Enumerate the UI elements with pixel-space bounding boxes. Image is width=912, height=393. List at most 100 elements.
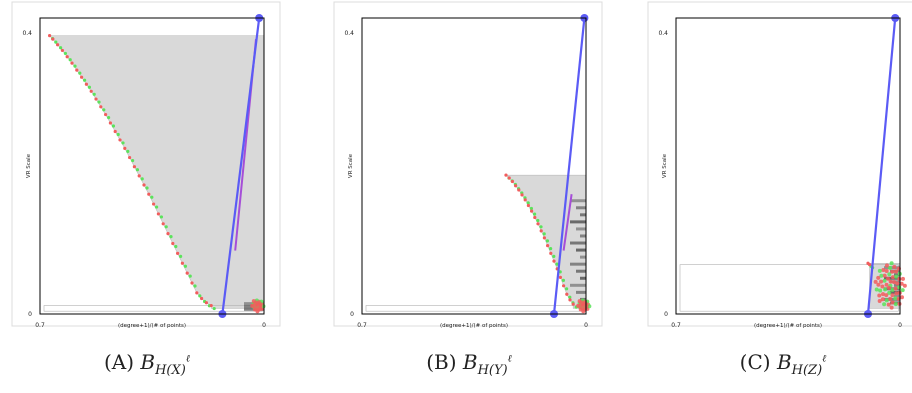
cluster-point-c xyxy=(880,284,885,289)
green-point-a xyxy=(198,294,202,298)
caption-b: (B) BH(Y)ℓ xyxy=(334,350,604,378)
red-point-a xyxy=(137,174,141,178)
dark-row-b xyxy=(580,255,586,259)
cluster-point-c xyxy=(884,263,889,268)
red-point-a xyxy=(51,37,55,41)
cluster-point-c xyxy=(883,287,888,292)
red-point-a xyxy=(195,291,199,295)
green-point-b xyxy=(555,262,559,266)
cluster-point-c xyxy=(887,290,892,295)
cluster-point-c xyxy=(879,273,884,278)
cluster-point-c xyxy=(879,279,884,284)
dark-row-b xyxy=(570,220,586,224)
dark-row-b xyxy=(576,248,586,252)
red-point-b xyxy=(536,222,540,226)
red-point-b xyxy=(558,275,562,279)
cluster-point-c xyxy=(877,268,882,273)
green-point-a xyxy=(169,235,173,239)
cluster-point-c xyxy=(884,298,889,303)
cluster-point-c xyxy=(881,292,886,297)
cluster-point-c xyxy=(884,282,889,287)
outer-frame-a xyxy=(11,1,281,327)
x-axis-label-a: (degree+1)/(# of points) xyxy=(118,323,186,329)
green-point-a xyxy=(126,149,130,153)
red-point-b xyxy=(520,193,524,197)
green-point-a xyxy=(111,124,115,128)
red-point-a xyxy=(84,82,88,86)
cluster-point-c xyxy=(887,272,892,277)
dark-row-b xyxy=(580,276,586,280)
green-point-b xyxy=(549,247,553,251)
green-point-a xyxy=(150,195,154,199)
red-point-a xyxy=(185,271,189,275)
cluster-point-c xyxy=(880,297,885,302)
cluster-point-c xyxy=(876,282,881,287)
cluster-point-c xyxy=(893,302,898,307)
red-point-b xyxy=(565,292,569,296)
cluster-point-c xyxy=(882,273,887,278)
chart-panel-c: 0.4 0 0.7 0 (degree+1)/(# of points) VR Scale… xyxy=(647,0,912,393)
green-point-a xyxy=(155,205,159,209)
dark-row-b xyxy=(570,262,586,266)
green-point-a xyxy=(54,40,58,44)
cluster-point-c xyxy=(886,285,891,290)
dark-row-b xyxy=(576,269,586,273)
green-point-a xyxy=(179,254,183,258)
y-axis-label-c: VR Scale xyxy=(662,153,668,178)
green-point-a xyxy=(68,58,72,62)
red-point-a xyxy=(80,75,84,79)
red-point-a xyxy=(180,261,184,265)
red-point-a xyxy=(75,68,79,72)
caption-a: (A) BH(X)ℓ xyxy=(12,350,282,378)
cluster-core-b xyxy=(578,300,589,311)
cluster-point-c xyxy=(900,288,905,293)
caption-c: (C) BH(Z)ℓ xyxy=(648,350,912,378)
chart-c-svg: 0.400.7 0(degree+1)/(# of points)VR Scale xyxy=(647,1,912,329)
red-point-a xyxy=(132,165,136,169)
outer-frame-b xyxy=(333,1,603,327)
y-tick-label-a: 0 xyxy=(28,311,32,318)
cluster-point-c xyxy=(902,283,907,288)
cluster-point-c xyxy=(895,281,900,286)
red-point-b xyxy=(549,251,553,255)
x-axis-label-b: (degree+1)/(# of points) xyxy=(440,323,508,329)
red-point-a xyxy=(104,112,108,117)
dark-row-b xyxy=(580,234,586,238)
red-point-b xyxy=(507,176,511,180)
chart-b-svg: 0.400.7 0(degree+1)/(# of points)VR Scale xyxy=(333,1,603,329)
dark-row-b xyxy=(580,213,586,217)
green-point-b xyxy=(545,239,549,243)
dark-row-b xyxy=(570,241,586,245)
green-point-b xyxy=(539,225,543,229)
plot-frame-b xyxy=(361,17,587,315)
red-point-a xyxy=(108,121,112,125)
red-point-a xyxy=(209,303,213,308)
caption-c-script: B xyxy=(776,350,792,374)
y-tick-label-c: 0.4 xyxy=(658,30,668,37)
red-point-a xyxy=(147,192,151,196)
green-point-b xyxy=(565,287,569,291)
x-tick-label-c: 0 xyxy=(898,322,902,329)
baseline-band-c xyxy=(679,264,899,312)
cluster-point-c xyxy=(882,302,887,307)
red-point-a xyxy=(166,232,170,236)
caption-b-letter: (B) xyxy=(426,350,457,374)
x-tick-label-c: 0.7 xyxy=(671,322,681,329)
red-point-b xyxy=(562,284,566,288)
cluster-point-c xyxy=(882,278,887,283)
cluster-point-c xyxy=(894,291,899,296)
cluster-point-c xyxy=(886,302,891,307)
y-tick-label-b: 0.4 xyxy=(344,30,354,37)
cluster-point-c xyxy=(884,293,889,298)
caption-b-superscript: ℓ xyxy=(507,353,512,365)
red-point-a xyxy=(204,301,208,305)
red-point-a xyxy=(65,55,69,59)
green-point-a xyxy=(92,92,96,96)
green-point-a xyxy=(107,115,111,120)
green-point-b xyxy=(568,295,572,299)
dark-row-b xyxy=(576,227,586,231)
red-point-b xyxy=(552,259,556,263)
cluster-point-c xyxy=(890,293,895,298)
red-point-a xyxy=(156,212,160,216)
cluster-point-c xyxy=(890,300,895,305)
